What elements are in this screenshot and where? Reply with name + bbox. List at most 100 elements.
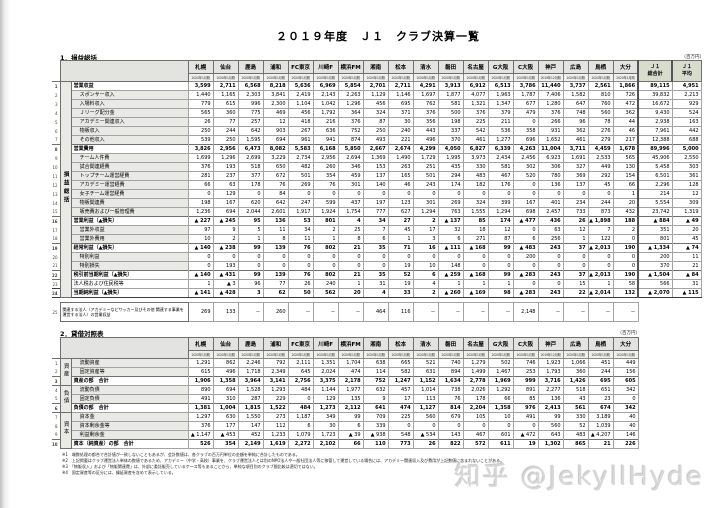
value-cell: 6 bbox=[512, 234, 539, 244]
value-cell: 1,014 bbox=[412, 385, 439, 395]
column-header-period: 2020年1月期 bbox=[187, 73, 214, 82]
value-cell: 167 bbox=[512, 198, 539, 208]
value-cell: 611 bbox=[487, 439, 514, 449]
column-header-period: 2020年1月期 bbox=[387, 350, 414, 359]
value-cell: 561 bbox=[562, 403, 589, 413]
value-cell: 225 bbox=[387, 412, 414, 422]
value-cell: 96 bbox=[237, 279, 264, 289]
table-row: 14 物販関連費 198 167 620 642 247 599 437 197 123 301 269… bbox=[52, 198, 702, 208]
value-cell: 482 bbox=[287, 162, 314, 172]
value-cell: 565 bbox=[187, 108, 214, 118]
value-cell: 695 bbox=[587, 376, 614, 386]
value-cell: 560 bbox=[412, 412, 439, 422]
value-cell: － bbox=[537, 302, 564, 322]
column-header-club: 清水 bbox=[412, 337, 439, 351]
row-label: 女子チーム運営経費 bbox=[70, 189, 189, 199]
value-cell: 112 bbox=[262, 421, 289, 431]
value-cell: 5,850 bbox=[337, 144, 364, 154]
row-label: 流動資産 bbox=[70, 358, 189, 368]
value-cell: 110 bbox=[362, 439, 389, 449]
row-label: 物販関連費 bbox=[70, 198, 189, 208]
value-cell: ▲ 431 bbox=[212, 270, 239, 280]
value-cell: － bbox=[562, 302, 589, 322]
value-cell: 0 bbox=[412, 189, 439, 199]
value-cell: 1 bbox=[312, 234, 339, 244]
value-cell: 1,787 bbox=[512, 90, 539, 100]
row-number: 24 bbox=[52, 288, 61, 298]
value-cell: 6 bbox=[287, 421, 314, 431]
footnote-line: ※3 「物販収入」および「物販関連費」は、外部に委託販売しているケース等もあるこ… bbox=[62, 464, 318, 469]
value-cell: 483 bbox=[462, 171, 489, 181]
value-cell: 3,141 bbox=[262, 376, 289, 386]
value-cell: 6,339 bbox=[487, 144, 514, 154]
value-cell: 0 bbox=[412, 421, 439, 431]
value-cell: 8,218 bbox=[262, 81, 289, 91]
value-cell: 891 bbox=[512, 385, 539, 395]
value-cell: 356 bbox=[412, 117, 439, 127]
value-cell: 1,595 bbox=[237, 135, 264, 145]
column-header-period: 2020年1月期 bbox=[462, 350, 489, 359]
value-cell: 35 bbox=[362, 270, 389, 280]
column-header-club: 横浜FM bbox=[337, 337, 364, 351]
value-cell: 0 bbox=[412, 252, 439, 262]
value-cell: 746 bbox=[512, 358, 539, 368]
value-cell: 62 bbox=[262, 288, 289, 298]
value-cell: 435 bbox=[437, 162, 464, 172]
column-header-period: 2020年1月期 bbox=[237, 73, 264, 82]
value-cell: 437 bbox=[337, 198, 364, 208]
value-cell: 267 bbox=[287, 126, 314, 136]
value-cell: 139 bbox=[262, 270, 289, 280]
value-cell: 7 bbox=[587, 225, 614, 235]
row-label: 負債の部 合計 bbox=[70, 403, 189, 413]
value-cell: 1,129 bbox=[362, 90, 389, 100]
value-cell: 5,554 bbox=[637, 198, 673, 208]
value-cell: 156 bbox=[612, 367, 639, 377]
value-cell: 153 bbox=[362, 162, 389, 172]
row-number: 23 bbox=[52, 279, 61, 289]
value-cell: 2,213 bbox=[671, 90, 702, 100]
value-cell: 6,912 bbox=[462, 81, 489, 91]
value-cell: 3,189 bbox=[587, 412, 614, 422]
value-cell: 17 bbox=[387, 394, 414, 404]
value-cell: 0 bbox=[462, 261, 489, 271]
value-cell: 0 bbox=[362, 261, 389, 271]
value-cell: 190 bbox=[612, 243, 639, 253]
value-cell: 1,066 bbox=[562, 358, 589, 368]
value-cell: 3,786 bbox=[512, 81, 539, 91]
column-header-period: 2020年1月期 bbox=[462, 73, 489, 82]
table-row: 21 特別損失 0 193 0 0 0 0 0 0 19 10 148 0 0 0 0 0 0 0 370 21 bbox=[52, 261, 702, 271]
row-label: 当期純利益（▲損失） bbox=[70, 288, 189, 298]
value-cell: 177 bbox=[212, 421, 239, 431]
value-cell: 11 bbox=[287, 234, 314, 244]
value-cell: 642 bbox=[237, 126, 264, 136]
row-number: 6 bbox=[52, 403, 61, 413]
value-cell: 643 bbox=[537, 430, 564, 440]
row-number: 1 bbox=[52, 81, 61, 91]
column-header-period: 2020年1月期 bbox=[612, 73, 639, 82]
value-cell: 2,550 bbox=[671, 153, 702, 163]
header-row-clubs: 札幌 仙台 鹿島 浦和 FC東京 川崎F 横浜FM 湘南 松本 清水 磐田 名古屋 G大阪 C大阪 神戸 広島… bbox=[52, 337, 639, 359]
value-cell: 1,619 bbox=[262, 439, 289, 449]
value-cell: 542 bbox=[462, 126, 489, 136]
value-cell: 4 bbox=[412, 279, 439, 289]
row-label: 販売費および一般管理費 bbox=[70, 207, 189, 217]
value-cell: 1,127 bbox=[412, 403, 439, 413]
column-header-period: 2020年1月期 bbox=[337, 350, 364, 359]
value-cell: 2,667 bbox=[362, 144, 389, 154]
value-cell: 442 bbox=[671, 126, 702, 136]
row-label: その他収入 bbox=[70, 135, 189, 145]
value-cell: 502 bbox=[487, 358, 514, 368]
value-cell: － bbox=[462, 302, 489, 322]
value-cell: 1 bbox=[562, 234, 589, 244]
row-label: Ｊリーグ配分金 bbox=[70, 108, 189, 118]
value-cell: 1,351 bbox=[312, 358, 339, 368]
value-cell: 2,694 bbox=[337, 153, 364, 163]
value-cell: 2,277 bbox=[537, 385, 564, 395]
value-cell: 469 bbox=[262, 108, 289, 118]
value-cell: 0 bbox=[612, 252, 639, 262]
value-cell: 30 bbox=[312, 421, 339, 431]
value-cell: 0 bbox=[537, 279, 564, 289]
value-cell: 281 bbox=[187, 171, 214, 181]
value-cell: 0 bbox=[537, 261, 564, 271]
value-cell: 11 bbox=[262, 225, 289, 235]
